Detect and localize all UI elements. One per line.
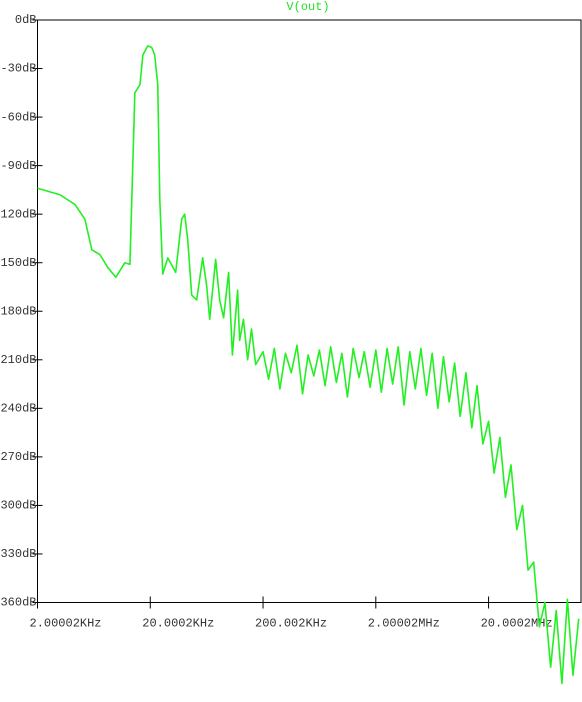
chart-title: V(out) [286,0,329,14]
x-tick-label: 20.0002MHz [481,617,553,631]
trace [37,45,580,685]
x-tick-label: 2.00002MHz [368,617,440,631]
x-tick-label: 20.0002KHz [142,617,214,631]
y-tick-label: -330dB [0,547,37,561]
y-tick-label: -300dB [0,499,37,513]
x-tick-label: 200.002KHz [255,617,327,631]
y-tick-label: -360dB [0,596,37,610]
y-tick-label: -150dB [0,256,37,270]
y-tick-label: -210dB [0,353,37,367]
y-tick-label: -120dB [0,207,37,221]
y-tick-label: -60dB [0,110,36,124]
x-tick-label: 2.00002KHz [30,617,102,631]
plot-frame [37,19,582,603]
y-tick-label: -270dB [0,450,37,464]
y-tick-label: 0dB [15,13,37,27]
y-tick-label: -240dB [0,402,37,416]
y-tick-label: -30dB [0,62,36,76]
y-tick-label: -90dB [0,159,36,173]
y-tick-label: -180dB [0,304,37,318]
